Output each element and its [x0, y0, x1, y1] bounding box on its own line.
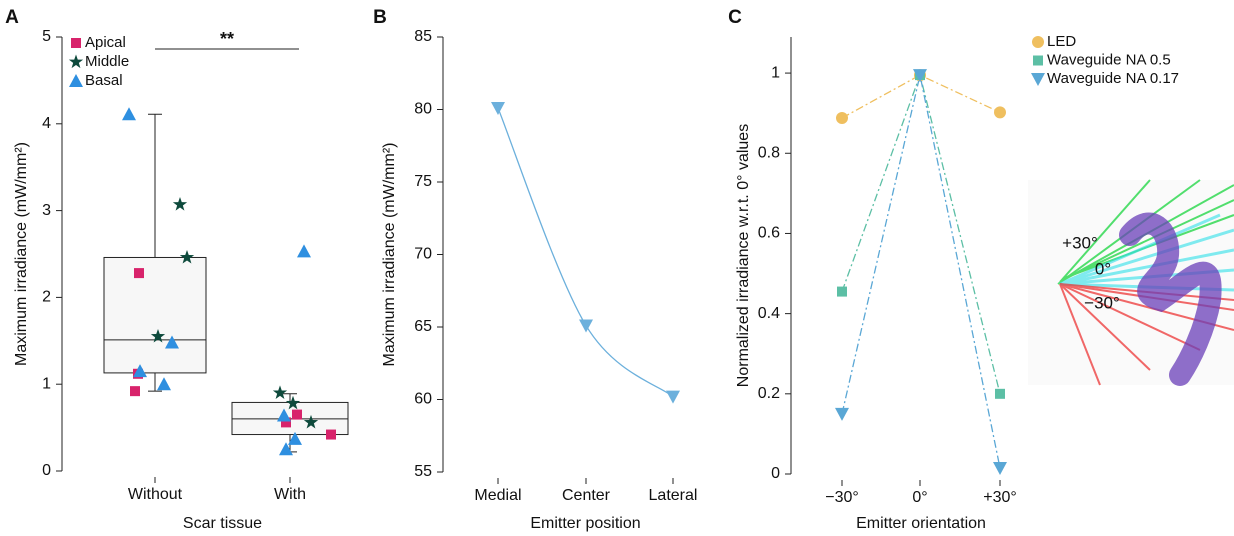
marker: [579, 319, 593, 333]
y-tick-label: 2: [42, 289, 51, 306]
y-tick-label: 0.6: [758, 225, 780, 242]
marker: [491, 102, 505, 116]
marker: [68, 54, 84, 69]
marker: [279, 442, 293, 456]
marker: [277, 408, 291, 422]
tube: [1119, 212, 1222, 386]
y-tick-label: 70: [414, 246, 432, 263]
series-line: [841, 74, 1001, 469]
marker: [150, 328, 166, 343]
marker: [69, 74, 83, 87]
y-tick-label: 0.8: [758, 144, 780, 161]
marker: [179, 249, 195, 264]
marker: [913, 69, 927, 83]
marker: [133, 364, 147, 378]
inset-image: [1028, 179, 1234, 386]
marker: [165, 335, 179, 349]
y-tick-label: 1: [42, 375, 51, 392]
x-tick-label: Without: [128, 486, 183, 503]
legend-label: Waveguide NA 0.5: [1047, 51, 1171, 68]
marker: [281, 417, 291, 428]
legend-label: LED: [1047, 33, 1076, 50]
y-tick-label: 0.4: [758, 305, 780, 322]
marker: [122, 107, 136, 121]
marker: [994, 106, 1006, 119]
y-axis-label: Maximum irradiance (mW/mm²): [381, 143, 398, 367]
significance-label: **: [220, 29, 234, 49]
x-tick-label: Medial: [474, 487, 521, 504]
x-tick-label: Center: [562, 487, 611, 504]
y-axis-label: Normalized irradiance w.r.t. 0° values: [735, 124, 752, 387]
inset-label: +30°: [1062, 233, 1098, 252]
legend-label: Waveguide NA 0.17: [1047, 70, 1179, 87]
marker: [288, 431, 302, 445]
y-tick-label: 5: [42, 28, 51, 45]
x-tick-label: With: [274, 486, 306, 503]
marker: [71, 38, 81, 48]
x-axis-label: Emitter orientation: [856, 515, 986, 532]
legend-label: Basal: [85, 72, 123, 89]
marker: [837, 286, 847, 297]
legend-label: Apical: [85, 34, 126, 51]
marker: [326, 429, 336, 440]
series-line: [841, 72, 1001, 394]
panel-label: A: [5, 7, 19, 28]
marker: [285, 395, 301, 410]
x-tick-label: Lateral: [649, 487, 698, 504]
y-tick-label: 1: [771, 64, 780, 81]
y-axis-label: Maximum irradiance (mW/mm²): [13, 142, 30, 366]
x-axis-label: Emitter position: [530, 515, 640, 532]
y-tick-label: 4: [42, 115, 51, 132]
panel-label: B: [373, 7, 387, 28]
y-tick-label: 60: [414, 391, 432, 408]
marker: [1031, 73, 1045, 86]
x-tick-label: −30°: [825, 489, 859, 506]
marker: [172, 197, 188, 211]
marker: [995, 388, 1005, 399]
y-tick-label: 3: [42, 202, 51, 219]
marker: [666, 390, 680, 404]
inset-label: −30°: [1084, 293, 1120, 312]
legend-label: Middle: [85, 53, 129, 70]
y-tick-label: 75: [414, 173, 432, 190]
marker: [272, 385, 288, 399]
marker: [297, 244, 311, 258]
y-tick-label: 0.2: [758, 385, 780, 402]
box: [103, 256, 207, 374]
x-tick-label: +30°: [983, 489, 1017, 506]
marker: [1032, 36, 1044, 48]
series-line: [841, 74, 1001, 119]
y-tick-label: 55: [414, 463, 432, 480]
y-tick-label: 0: [771, 465, 780, 482]
series-line: [497, 107, 674, 398]
y-tick-label: 85: [414, 28, 432, 45]
marker: [130, 386, 140, 397]
marker: [1033, 55, 1043, 66]
x-axis-label: Scar tissue: [183, 515, 262, 532]
inset-label: 0°: [1095, 259, 1111, 278]
y-tick-label: 65: [414, 318, 432, 335]
x-tick-label: 0°: [912, 489, 927, 506]
marker: [835, 407, 849, 421]
panel-label: C: [728, 7, 742, 28]
y-tick-label: 0: [42, 462, 51, 479]
marker: [134, 268, 144, 279]
y-tick-label: 80: [414, 101, 432, 118]
marker: [292, 409, 302, 420]
marker: [993, 461, 1007, 475]
marker: [836, 111, 848, 124]
marker: [303, 414, 319, 429]
marker: [157, 377, 171, 391]
